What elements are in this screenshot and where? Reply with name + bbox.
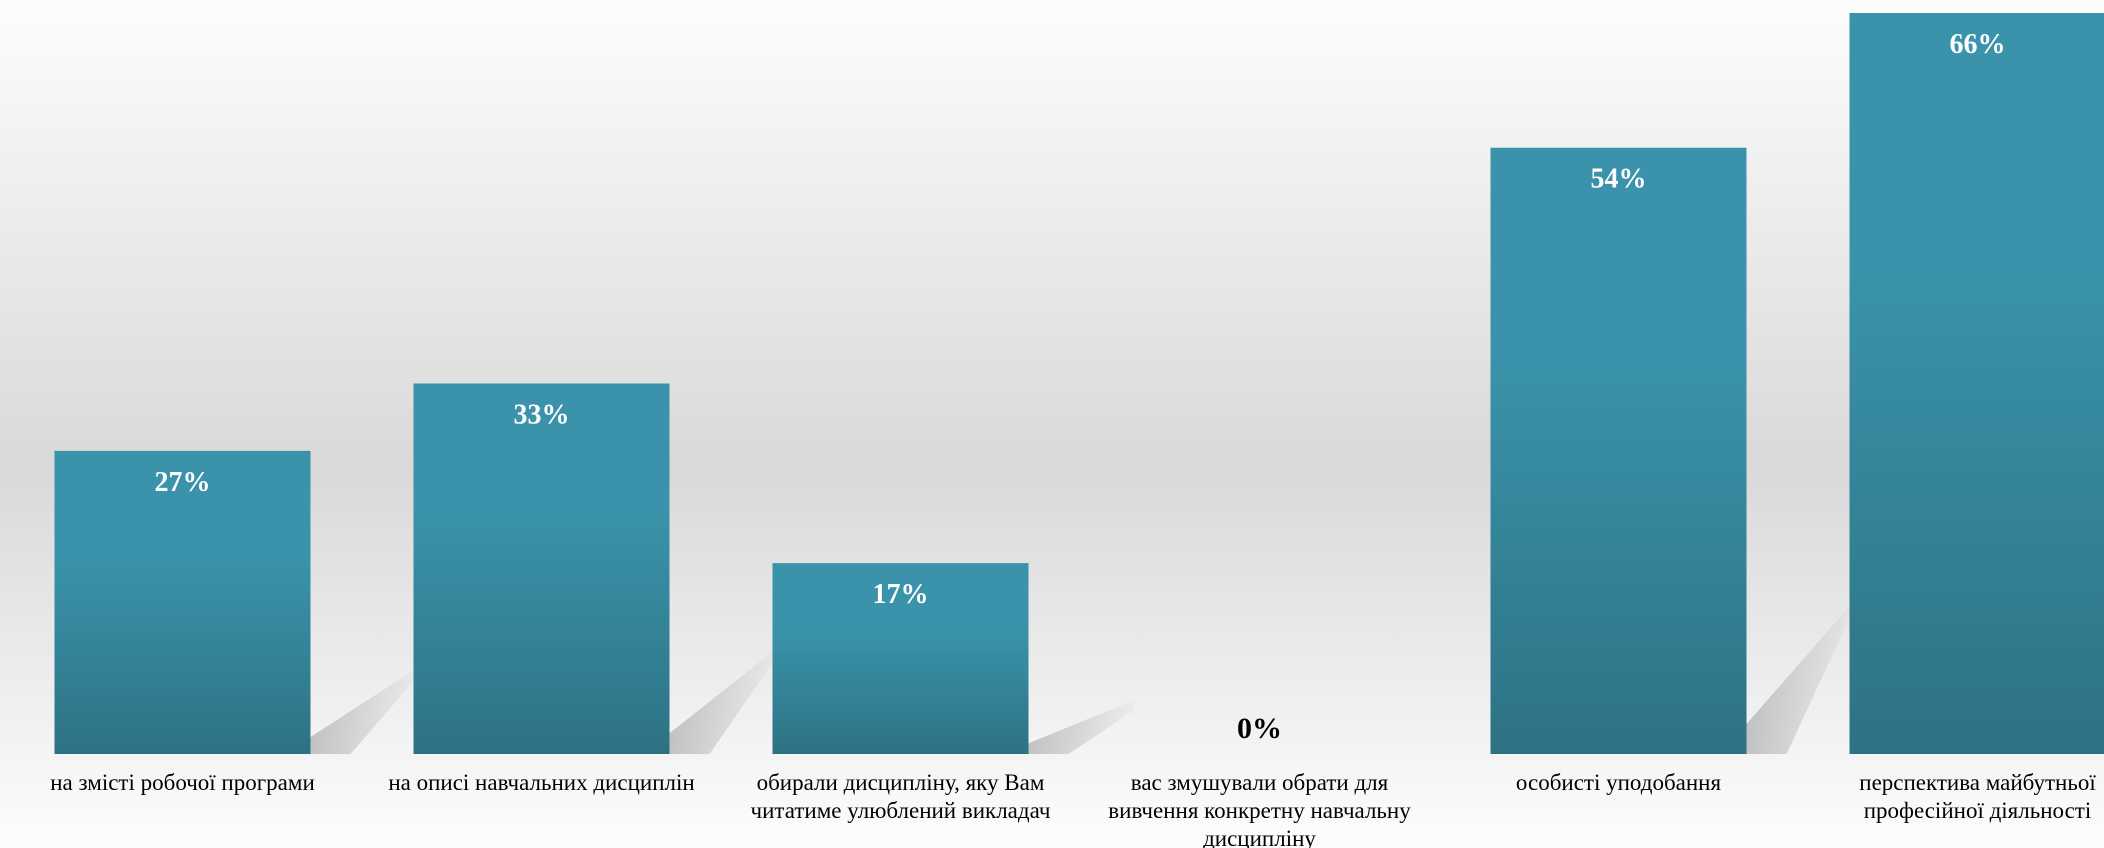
value-labels: 27% 33% 17% 0% 54% 66%: [155, 29, 2006, 745]
bar-shadows: [310, 604, 1852, 754]
bar: [772, 563, 1029, 754]
bar: [1490, 147, 1747, 754]
category-label: особисті уподобання: [1515, 770, 1722, 795]
bar-shadow: [669, 650, 775, 754]
category-label: на змісті робочої програми: [50, 770, 315, 795]
bar: [54, 450, 311, 754]
bar: [1849, 13, 2104, 754]
data-label: 0%: [1237, 712, 1282, 745]
data-label: 33%: [514, 400, 570, 431]
category-label: перспектива майбутньої професійної діяль…: [1859, 770, 2096, 823]
category-label: обирали дисципліну, яку Вам читатиме улю…: [750, 770, 1051, 823]
bar: [413, 383, 670, 754]
bar-shadow: [310, 669, 416, 754]
category-label: вас змушували обрати для вивчення конкре…: [1108, 770, 1411, 848]
bar-shadow: [1028, 700, 1134, 754]
data-label: 27%: [155, 467, 211, 498]
data-label: 17%: [873, 579, 929, 610]
data-label: 54%: [1591, 164, 1647, 195]
category-label: на описі навчальних дисциплін: [388, 770, 695, 795]
bar-shadow: [1746, 604, 1852, 754]
bars: [54, 13, 2104, 754]
data-label: 66%: [1950, 29, 2006, 60]
